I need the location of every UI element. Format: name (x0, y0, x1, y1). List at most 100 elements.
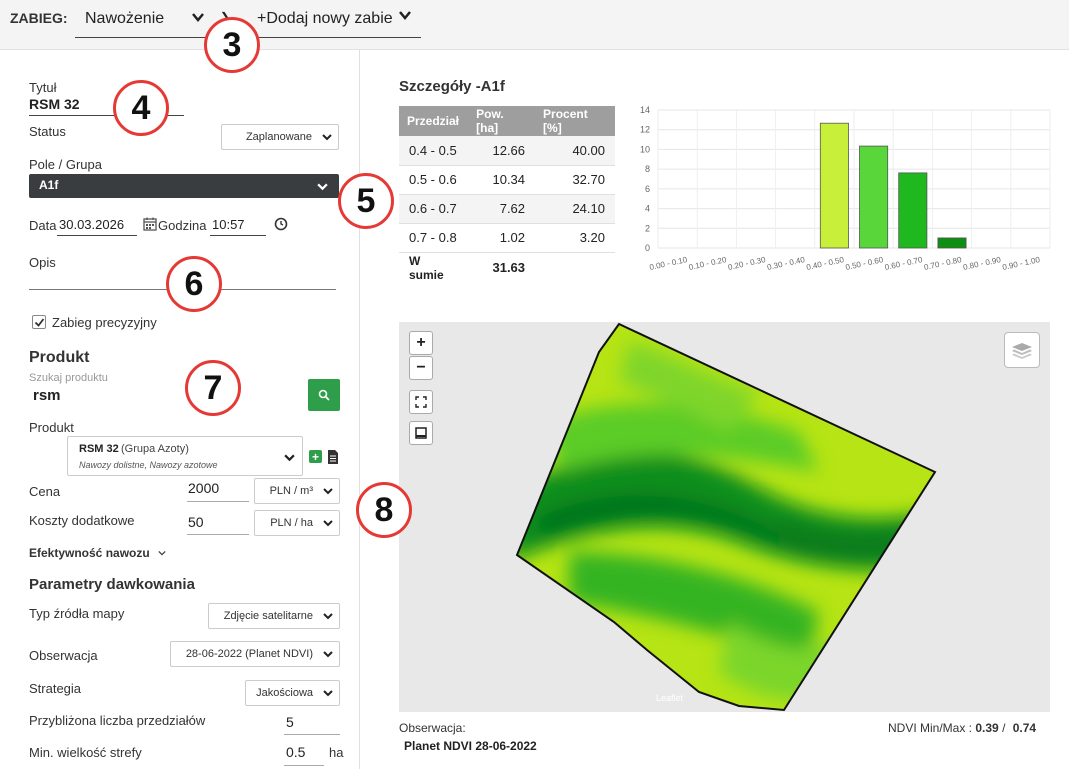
min-zone-input[interactable]: 0.5 (284, 742, 324, 766)
zoom-in-button[interactable]: + (409, 331, 433, 355)
y-tick-label: 12 (640, 125, 650, 135)
product-search-input[interactable]: rsm (29, 386, 306, 410)
x-tick-label: 0.50 - 0.60 (845, 255, 885, 272)
price-label: Cena (29, 484, 61, 499)
zabieg-label: ZABIEG: (10, 10, 68, 26)
date-label: Data (29, 218, 57, 233)
time-input[interactable]: 10:57 (210, 214, 266, 236)
y-tick-label: 14 (640, 105, 650, 115)
status-select[interactable]: Zaplanowane (221, 124, 339, 150)
table-row: 0.7 - 0.8 1.02 3.20 (399, 223, 615, 253)
ndvi-field-raster (515, 322, 937, 712)
precision-label: Zabieg precyzyjny (52, 315, 157, 330)
square-icon (415, 427, 427, 439)
date-input[interactable]: 30.03.2026 (57, 214, 137, 236)
table-cell: 0.6 - 0.7 (399, 194, 469, 224)
annotation-marker: 5 (338, 173, 394, 229)
ndvi-min-value: 0.39 (975, 721, 999, 735)
field-value: A1f (39, 178, 59, 192)
chevron-down-icon (398, 8, 412, 27)
histogram-bar (937, 237, 967, 249)
annotation-marker: 8 (356, 482, 412, 538)
table-cell: 40.00 (535, 136, 615, 166)
observation-label: Obserwacja (29, 648, 98, 663)
extra-cost-unit-value: PLN / ha (270, 517, 313, 529)
map-attribution[interactable]: Leaflet (656, 693, 684, 703)
map-observation-label: Obserwacja: (399, 721, 466, 735)
document-icon[interactable] (327, 450, 339, 469)
table-cell: 0.4 - 0.5 (399, 136, 469, 166)
x-tick-label: 0.30 - 0.40 (766, 255, 806, 272)
title-value: RSM 32 (29, 96, 80, 112)
status-value: Zaplanowane (245, 131, 312, 143)
total-label: W sumie (409, 253, 444, 282)
x-tick-label: 0.00 - 0.10 (649, 255, 689, 272)
table-row: 0.4 - 0.5 12.66 40.00 (399, 136, 615, 166)
table-cell: 32.70 (535, 165, 615, 195)
map-source-label: Typ źródła mapy (29, 606, 125, 621)
product-label: Produkt (29, 420, 74, 435)
map-source-select[interactable]: Zdjęcie satelitarne (208, 603, 340, 629)
table-cell: 7.62 (468, 194, 536, 224)
histogram-bar (859, 145, 889, 249)
fullscreen-icon (415, 396, 427, 408)
calendar-icon[interactable] (143, 217, 157, 236)
chevron-down-icon (323, 488, 333, 495)
annotation-marker: 6 (166, 256, 222, 312)
y-tick-label: 2 (645, 223, 650, 233)
chevron-down-icon (323, 690, 333, 697)
x-tick-label: 0.10 - 0.20 (688, 255, 728, 272)
extra-cost-value: 50 (188, 514, 204, 530)
x-tick-label: 0.70 - 0.80 (923, 255, 963, 272)
table-cell: 0.5 - 0.6 (399, 165, 469, 195)
add-new-label: +Dodaj nowy zabie (257, 10, 393, 27)
observation-value: 28-06-2022 (Planet NDVI) (185, 648, 313, 660)
layers-button[interactable] (1004, 332, 1040, 368)
y-tick-label: 6 (645, 184, 650, 194)
strategy-value: Jakościowa (256, 687, 313, 699)
extra-cost-label: Koszty dodatkowe (29, 513, 135, 528)
column-header: Pow. [ha] (468, 106, 536, 136)
chevron-down-icon (158, 550, 166, 556)
fertilizer-efficiency-toggle[interactable]: Efektywność nawozu (29, 544, 166, 560)
zoom-out-button[interactable]: − (409, 356, 433, 380)
x-tick-label: 0.40 - 0.50 (806, 255, 846, 272)
precision-checkbox[interactable] (32, 315, 46, 329)
clock-icon[interactable] (274, 217, 288, 236)
title-input[interactable]: RSM 32 (29, 94, 184, 116)
price-input[interactable]: 2000 (187, 478, 249, 502)
add-product-icon[interactable]: + (309, 450, 322, 464)
annotation-marker: 7 (185, 360, 241, 416)
draw-shape-button[interactable] (409, 421, 433, 445)
strategy-label: Strategia (29, 681, 82, 696)
strategy-select[interactable]: Jakościowa (245, 680, 340, 706)
annotation-marker: 4 (113, 80, 169, 136)
description-label: Opis (29, 255, 56, 270)
min-zone-value: 0.5 (286, 744, 306, 760)
checkmark-icon (34, 318, 45, 327)
product-description: Nawozy dolistne, Nawozy azotowe (79, 460, 218, 470)
add-new-treatment-select[interactable]: +Dodaj nowy zabie (245, 4, 421, 38)
table-total-row: W sumie 31.63 (399, 252, 615, 283)
top-bar: ZABIEG: Nawożenie ❯ +Dodaj nowy zabie (0, 0, 1069, 50)
column-header: Procent [%] (535, 106, 615, 136)
price-unit-select[interactable]: PLN / m³ (254, 478, 340, 504)
chevron-down-icon (323, 613, 333, 620)
observation-select[interactable]: 28-06-2022 (Planet NDVI) (170, 641, 340, 667)
product-select[interactable]: RSM 32 (Grupa Azoty) Nawozy dolistne, Na… (67, 436, 303, 476)
total-value: 31.63 (492, 260, 526, 276)
intervals-input[interactable]: 5 (284, 711, 340, 735)
product-search-button[interactable] (308, 379, 340, 411)
field-map[interactable]: + − Leaflet (399, 322, 1050, 712)
y-tick-label: 10 (640, 144, 650, 154)
table-cell: 24.10 (535, 194, 615, 224)
min-zone-unit: ha (329, 745, 344, 760)
extra-cost-unit-select[interactable]: PLN / ha (254, 510, 340, 536)
field-select[interactable]: A1f (29, 174, 339, 198)
treatment-form-panel (0, 50, 360, 769)
layers-icon (1012, 343, 1032, 359)
extra-cost-input[interactable]: 50 (187, 511, 249, 535)
zabieg-value: Nawożenie (85, 10, 165, 27)
table-cell: 1.02 (468, 223, 536, 253)
fullscreen-button[interactable] (409, 390, 433, 414)
